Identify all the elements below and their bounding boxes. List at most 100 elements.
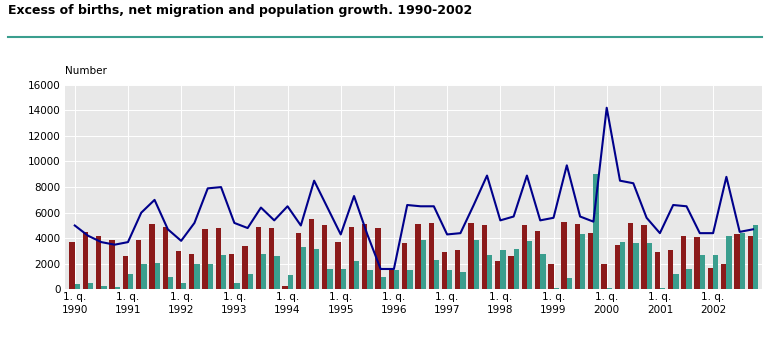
Bar	[362, 224, 367, 289]
Bar	[740, 233, 745, 289]
Bar	[109, 240, 115, 289]
Bar	[380, 277, 386, 289]
Bar	[407, 270, 413, 289]
Bar	[434, 260, 439, 289]
Bar	[620, 242, 625, 289]
Text: Excess of births, net migration and population growth. 1990-2002: Excess of births, net migration and popu…	[8, 4, 472, 17]
Bar	[541, 253, 545, 289]
Bar	[287, 275, 293, 289]
Bar	[203, 229, 208, 289]
Bar	[181, 283, 186, 289]
Bar	[415, 224, 420, 289]
Bar	[487, 255, 492, 289]
Bar	[375, 228, 380, 289]
Line: Population growth: Population growth	[75, 108, 753, 269]
Bar	[713, 255, 718, 289]
Bar	[721, 264, 726, 289]
Bar	[735, 234, 740, 289]
Bar	[128, 274, 133, 289]
Bar	[122, 256, 128, 289]
Bar	[654, 252, 660, 289]
Population growth	[403, 203, 412, 207]
Bar	[341, 269, 346, 289]
Bar	[82, 232, 88, 289]
Bar	[189, 253, 195, 289]
Bar	[708, 268, 713, 289]
Bar	[394, 270, 400, 289]
Bar	[141, 264, 146, 289]
Bar	[753, 226, 758, 289]
Population growth	[70, 223, 79, 228]
Bar	[580, 234, 585, 289]
Bar	[327, 269, 333, 289]
Bar	[195, 264, 199, 289]
Bar	[554, 288, 559, 289]
Bar	[521, 226, 527, 289]
Bar	[633, 244, 638, 289]
Population growth	[602, 106, 611, 110]
Bar	[567, 278, 572, 289]
Bar	[468, 223, 474, 289]
Bar	[447, 270, 453, 289]
Bar	[508, 256, 514, 289]
Bar	[588, 233, 594, 289]
Bar	[301, 247, 306, 289]
Bar	[594, 174, 599, 289]
Bar	[442, 252, 447, 289]
Bar	[673, 274, 678, 289]
Bar	[261, 253, 266, 289]
Bar	[482, 226, 487, 289]
Bar	[168, 277, 173, 289]
Bar	[229, 253, 234, 289]
Bar	[668, 250, 673, 289]
Bar	[628, 223, 633, 289]
Bar	[601, 264, 607, 289]
Bar	[283, 286, 287, 289]
Bar	[700, 255, 705, 289]
Bar	[115, 287, 120, 289]
Bar	[336, 242, 341, 289]
Bar	[681, 236, 687, 289]
Bar	[607, 288, 612, 289]
Bar	[349, 227, 354, 289]
Bar	[75, 285, 80, 289]
Bar	[574, 224, 580, 289]
Bar	[474, 240, 479, 289]
Bar	[221, 255, 226, 289]
Bar	[248, 274, 253, 289]
Bar	[389, 269, 394, 289]
Bar	[208, 264, 213, 289]
Population growth	[748, 227, 758, 232]
Bar	[428, 223, 434, 289]
Population growth	[496, 218, 505, 222]
Bar	[495, 261, 500, 289]
Bar	[162, 227, 168, 289]
Bar	[274, 256, 280, 289]
Bar	[69, 242, 75, 289]
Bar	[660, 288, 665, 289]
Bar	[367, 270, 373, 289]
Bar	[216, 228, 221, 289]
Bar	[527, 241, 532, 289]
Bar	[176, 251, 181, 289]
Bar	[243, 246, 248, 289]
Bar	[748, 236, 753, 289]
Bar	[500, 250, 506, 289]
Bar	[136, 240, 141, 289]
Text: Number: Number	[65, 66, 107, 76]
Bar	[269, 228, 274, 289]
Bar	[561, 222, 567, 289]
Bar	[726, 236, 732, 289]
Population growth	[123, 240, 132, 244]
Population growth	[522, 173, 531, 178]
Bar	[96, 236, 102, 289]
Bar	[88, 283, 93, 289]
Bar	[149, 224, 155, 289]
Bar	[155, 263, 160, 289]
Bar	[102, 286, 107, 289]
Bar	[420, 240, 426, 289]
Bar	[256, 227, 261, 289]
Bar	[234, 283, 239, 289]
Bar	[514, 249, 519, 289]
Bar	[614, 245, 620, 289]
